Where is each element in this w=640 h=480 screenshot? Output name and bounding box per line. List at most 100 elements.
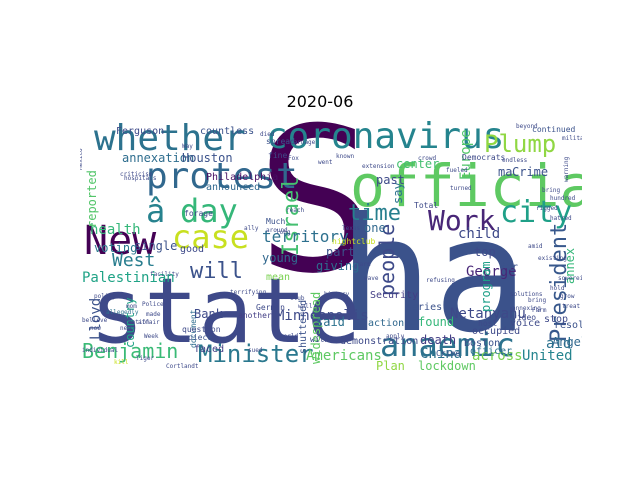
word-lockdown: lockdown [418, 359, 476, 370]
word-amid: amid [528, 243, 543, 250]
word-hold: hold [550, 285, 565, 292]
word-carnage: carnage [290, 139, 316, 146]
word-grow: grow [560, 293, 575, 300]
word-wall: wall [298, 303, 313, 310]
word-voting: voting [94, 241, 137, 255]
word-allegedly: allegedly [106, 309, 139, 316]
word-total: Total [414, 201, 438, 210]
word-reach: reach [286, 207, 304, 214]
word-israel: Israel [279, 177, 304, 256]
word-country: country [123, 297, 137, 348]
word-annex: annex [563, 248, 577, 284]
word-around: around [266, 227, 288, 234]
word-week: Week [144, 333, 159, 340]
word-child: child [458, 226, 500, 242]
word-history: history [324, 291, 350, 298]
word-nightclub: nightclub [332, 237, 376, 246]
word-apply: apply [386, 333, 404, 340]
word-mom: mom [126, 303, 137, 310]
word-continued: continued [532, 125, 576, 134]
word-territory: territory [262, 227, 349, 246]
word-faced: faced [194, 344, 224, 355]
word-crime: Crime [512, 165, 548, 179]
word-farm: Farm [532, 307, 547, 314]
word-reported: reported [85, 170, 99, 228]
chart-title: 2020-06 [286, 92, 354, 111]
word-turned: turned [450, 185, 472, 192]
word-giving: giving [316, 259, 359, 273]
word-widespread: widespread [309, 292, 323, 364]
word-good: good [180, 244, 204, 255]
word-criticism: criticism [120, 171, 153, 178]
word-mean: mean [266, 272, 290, 283]
word-extension: extension [362, 163, 395, 170]
word-said: said [316, 315, 345, 329]
word-harm: harm [356, 261, 371, 268]
word-fueled: fueled [446, 167, 468, 174]
word-president: President [547, 223, 572, 342]
word-resolute: resolute [554, 320, 582, 331]
word-west: West [112, 250, 155, 271]
word-beyond: beyond [516, 123, 538, 130]
word-policy: policy [94, 293, 116, 300]
word-plan: Plan [376, 359, 405, 370]
word-annexing: annexing [512, 305, 541, 312]
word-case: case [172, 218, 249, 256]
word-minneapolis: Minneapolis [276, 308, 369, 324]
word-health: health [90, 222, 141, 238]
word-china: China [420, 346, 462, 362]
word-bank: Bank [194, 307, 224, 321]
word-series: series [406, 302, 442, 313]
word-minister: Minister [198, 340, 314, 368]
word-video: video [512, 313, 536, 322]
word-anaemic: anaemic [380, 326, 515, 364]
word-individual: individual [82, 347, 119, 354]
word-lloyd: Lloyd [88, 298, 104, 340]
word-george: George [466, 264, 517, 280]
word-voice: voice [510, 318, 540, 329]
word-went: went [318, 159, 333, 166]
word-club: club [290, 295, 305, 302]
word-state: state [90, 259, 361, 364]
word-security: Security [370, 290, 418, 301]
word-past: past [376, 173, 405, 187]
word-death: death [420, 333, 456, 347]
word-sued: sued [248, 347, 263, 354]
word-people: people [375, 224, 399, 296]
word-occupied: occupied [472, 326, 520, 337]
word-ha: ha [338, 184, 528, 368]
word-sovereignty: sovereignty [558, 275, 582, 282]
word-ally: ally [244, 225, 259, 232]
word-rigged: rigged [536, 205, 558, 212]
word-document: document [189, 309, 198, 348]
word-party: party [326, 245, 362, 259]
word-officer: officer [470, 346, 512, 357]
word-piece: piece [188, 333, 212, 342]
word-protest: protest [146, 156, 298, 197]
word-refusing: refusing [426, 277, 455, 284]
word-military: military [562, 135, 582, 142]
word-warning: warning [563, 156, 570, 182]
word-cortlandt: Cortlandt [166, 363, 199, 370]
word-died: died [260, 131, 275, 138]
word-palestinian: Palestinian [82, 270, 175, 286]
word-action: action [368, 318, 404, 329]
word-spread: spread [266, 137, 295, 146]
word-new: new [120, 325, 131, 332]
word-bring: bring [542, 187, 560, 194]
word-police: Police [142, 301, 164, 308]
word-mexico: Mexico [80, 148, 84, 170]
word-fine: fine [268, 151, 287, 160]
word-whether: whether [94, 120, 246, 159]
word-terrifying: terrifying [230, 289, 267, 296]
word-hundred: hundred [550, 195, 576, 202]
word-countless: countless [200, 126, 254, 137]
word-affair: affair [138, 319, 160, 326]
word-existing: existing [538, 255, 567, 262]
word-way: Way [182, 143, 193, 150]
word-made: made [146, 311, 161, 318]
word-s: S [256, 120, 376, 318]
word-united: United [522, 348, 573, 364]
word-forage: forage [184, 209, 213, 218]
